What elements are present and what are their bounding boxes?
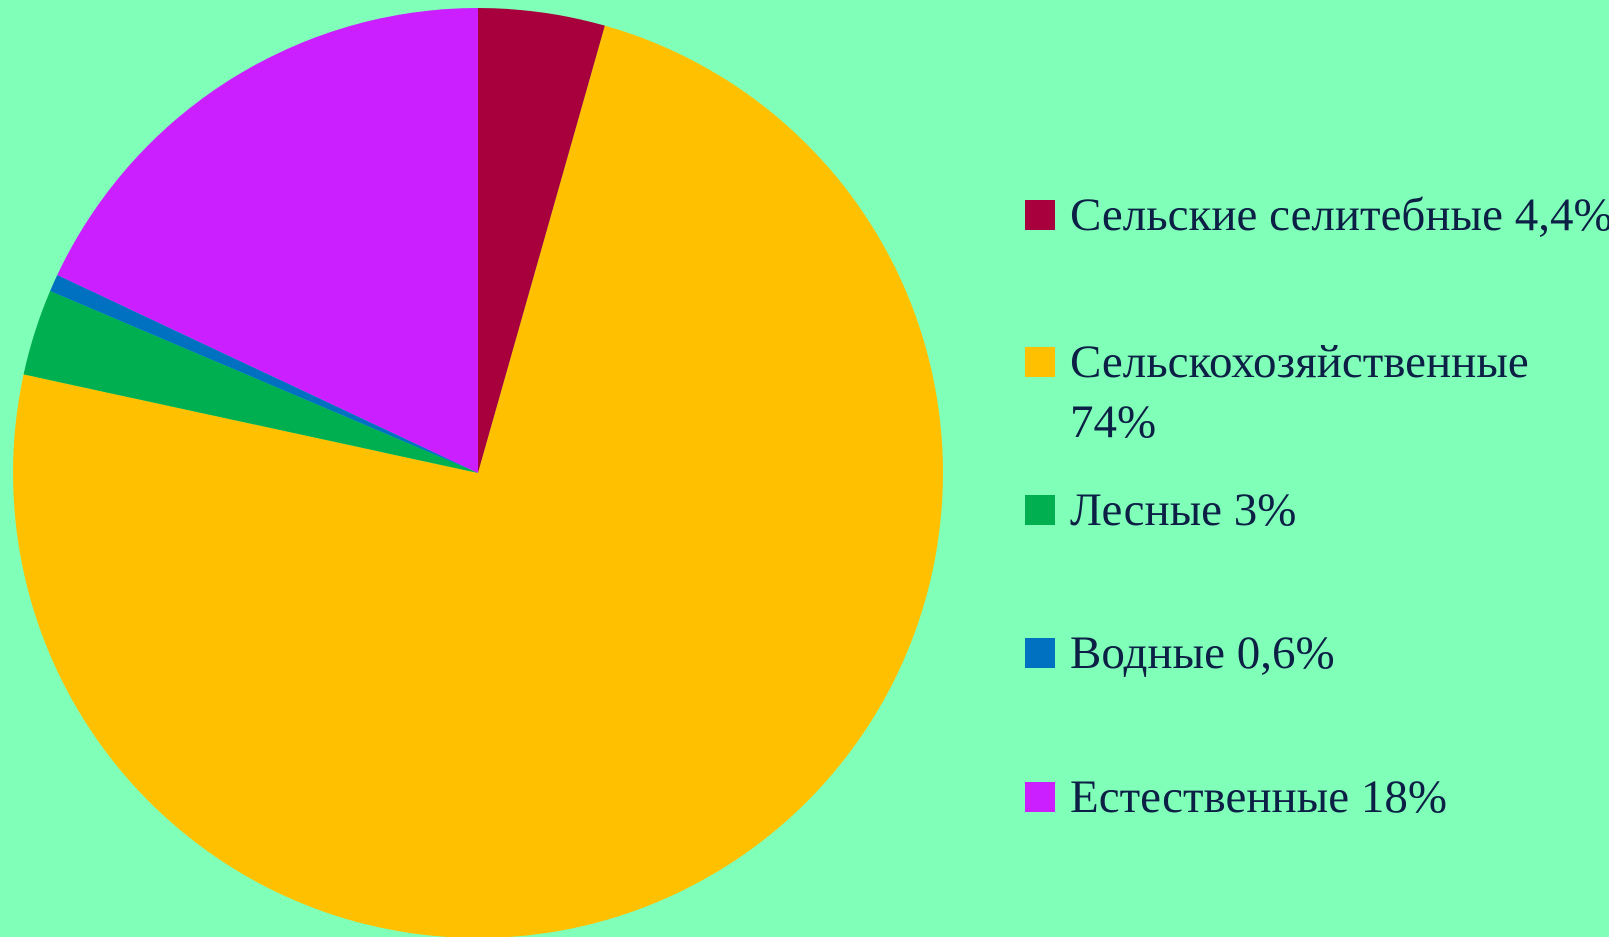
pie-slice bbox=[50, 275, 478, 473]
pie-slice bbox=[23, 291, 479, 473]
pie-slice bbox=[13, 25, 943, 937]
pie-slice bbox=[478, 8, 605, 473]
pie-slice bbox=[57, 8, 478, 473]
